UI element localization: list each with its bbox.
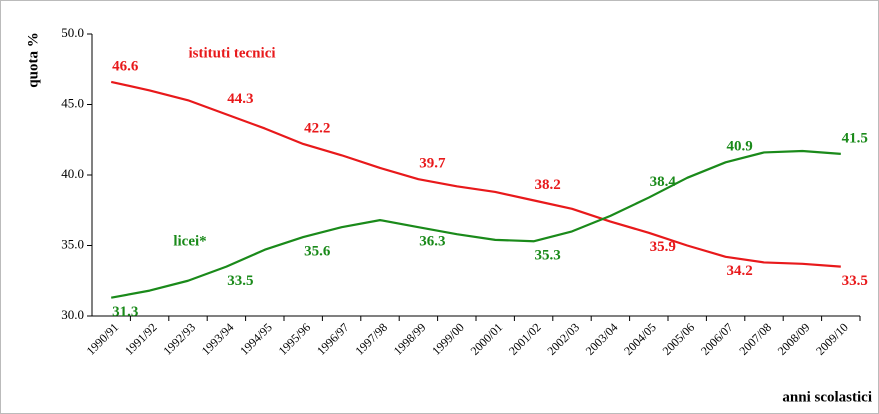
data-label: 39.7 xyxy=(419,156,446,172)
y-tick-label: 45.0 xyxy=(61,95,84,110)
x-tick-label: 1994/95 xyxy=(237,320,275,358)
x-tick-label: 2001/02 xyxy=(506,320,544,358)
data-label: 42.2 xyxy=(304,120,330,136)
data-label: 35.6 xyxy=(304,243,331,259)
y-tick-label: 40.0 xyxy=(61,166,84,181)
data-label: 33.5 xyxy=(227,273,253,289)
y-tick-label: 35.0 xyxy=(61,236,84,251)
x-tick-label: 1990/91 xyxy=(84,320,122,358)
data-label: 33.5 xyxy=(842,273,868,289)
y-tick-label: 50.0 xyxy=(61,25,84,40)
data-label: 38.4 xyxy=(650,174,677,190)
data-label: 31.3 xyxy=(112,304,138,320)
data-label: 40.9 xyxy=(726,139,752,155)
x-tick-label: 2003/04 xyxy=(583,320,621,358)
x-tick-label: 1993/94 xyxy=(199,320,237,358)
series-label: licei* xyxy=(173,233,206,249)
line-series xyxy=(111,149,841,299)
x-tick-label: 2004/05 xyxy=(621,320,659,358)
x-tick-label: 1992/93 xyxy=(160,320,198,358)
x-tick-label: 1996/97 xyxy=(314,320,352,358)
y-axis-label: quota % xyxy=(25,32,41,87)
data-label: 41.5 xyxy=(842,130,868,146)
x-axis-label: anni scolastici xyxy=(782,389,872,405)
x-tick-label: 1997/98 xyxy=(352,320,390,358)
x-tick-label: 2000/01 xyxy=(468,320,506,358)
x-tick-label: 2002/03 xyxy=(544,320,582,358)
data-label: 35.9 xyxy=(650,239,676,255)
data-label: 34.2 xyxy=(726,263,752,279)
data-label: 46.6 xyxy=(112,58,139,74)
data-label: 44.3 xyxy=(227,91,253,107)
x-tick-label: 2006/07 xyxy=(698,320,736,358)
x-tick-label: 2005/06 xyxy=(660,320,698,358)
x-tick-label: 1998/99 xyxy=(391,320,429,358)
x-tick-label: 1991/92 xyxy=(122,320,160,358)
line-series xyxy=(110,80,841,268)
series-label: istituti tecnici xyxy=(188,45,275,61)
data-label: 35.3 xyxy=(534,248,560,264)
x-tick-label: 2007/08 xyxy=(736,320,774,358)
x-tick-label: 1999/00 xyxy=(429,320,467,358)
data-label: 38.2 xyxy=(534,177,560,193)
data-label: 36.3 xyxy=(419,234,445,250)
x-tick-label: 2009/10 xyxy=(813,320,851,358)
x-tick-label: 2008/09 xyxy=(775,320,813,358)
x-tick-label: 1995/96 xyxy=(276,320,314,358)
y-tick-label: 30.0 xyxy=(61,307,84,322)
